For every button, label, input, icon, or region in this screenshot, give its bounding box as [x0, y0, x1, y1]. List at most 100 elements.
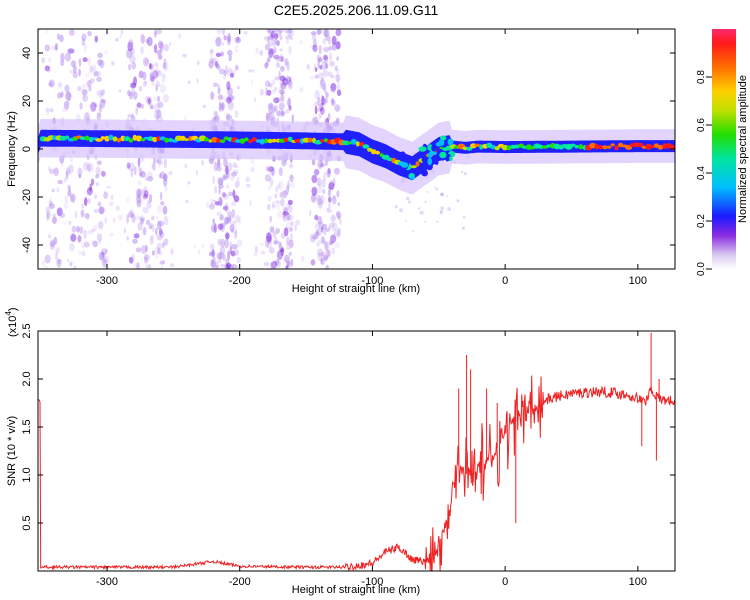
noise-speck: [155, 115, 159, 121]
noise-speck: [265, 87, 268, 96]
noise-speck: [90, 101, 97, 112]
ridge-core: [104, 135, 110, 142]
noise-speck: [144, 176, 149, 181]
noise-speck: [246, 183, 251, 188]
noise-speck: [209, 249, 212, 255]
noise-speck: [234, 230, 238, 239]
noise-speck: [214, 61, 219, 68]
noise-speck: [336, 190, 340, 198]
noise-speck: [155, 254, 158, 259]
noise-speck: [229, 241, 233, 248]
noise-speck: [268, 247, 275, 254]
noise-speck: [169, 41, 172, 47]
noise-speck: [147, 176, 154, 182]
noise-speck: [97, 201, 102, 207]
noise-speck: [270, 34, 275, 42]
noise-speck: [101, 255, 107, 264]
noise-speck: [142, 71, 147, 81]
noise-speck: [103, 255, 110, 265]
noise-speck: [323, 254, 328, 261]
noise-speck: [213, 57, 219, 67]
ridge-core: [239, 138, 246, 144]
noise-speck: [151, 224, 155, 233]
ridge-fragment: [440, 135, 447, 141]
noise-speck: [274, 259, 280, 266]
noise-speck: [223, 69, 227, 77]
noise-speck: [329, 240, 334, 246]
noise-speck: [271, 201, 276, 209]
ridge-core: [259, 138, 265, 145]
ridge-core: [386, 157, 393, 162]
noise-speck: [317, 252, 324, 262]
noise-speck: [209, 203, 215, 210]
noise-speck: [225, 165, 229, 175]
noise-speck: [82, 92, 86, 99]
noise-speck: [329, 238, 334, 245]
noise-speck: [309, 75, 315, 80]
noise-speck: [81, 38, 85, 46]
noise-speck: [71, 225, 77, 233]
noise-speck: [64, 84, 70, 93]
noise-speck: [144, 58, 149, 65]
noise-speck: [223, 157, 228, 168]
noise-speck: [156, 109, 162, 118]
noise-speck: [279, 32, 283, 41]
noise-speck: [335, 29, 342, 37]
ridge-core: [184, 138, 190, 142]
noise-speck: [142, 188, 147, 198]
noise-speck: [212, 255, 216, 262]
noise-speck: [68, 93, 72, 98]
noise-speck: [236, 176, 241, 181]
noise-speck: [435, 187, 439, 191]
noise-speck: [336, 210, 341, 217]
ridge-fragment: [427, 152, 432, 159]
noise-speck: [85, 214, 90, 221]
noise-speck: [267, 56, 271, 63]
noise-speck: [317, 215, 323, 225]
ridge-core: [283, 137, 289, 142]
noise-speck: [216, 29, 222, 35]
ridge-core: [59, 135, 67, 141]
noise-speck: [322, 239, 327, 245]
noise-speck: [419, 210, 424, 215]
noise-speck: [321, 179, 326, 188]
noise-speck: [236, 170, 239, 174]
noise-speck: [74, 210, 78, 219]
noise-speck: [147, 171, 153, 178]
noise-speck: [182, 53, 187, 58]
noise-speck: [218, 251, 225, 260]
noise-speck: [94, 103, 98, 108]
noise-speck: [141, 245, 147, 255]
noise-speck: [81, 33, 87, 42]
noise-speck: [424, 220, 427, 223]
noise-speck: [151, 233, 154, 240]
noise-speck: [157, 101, 164, 109]
noise-speck: [99, 90, 102, 98]
noise-speck: [323, 241, 330, 250]
noise-speck: [157, 220, 162, 231]
noise-speck: [329, 180, 334, 184]
noise-speck: [230, 175, 235, 182]
svg-text:(x104): (x104): [4, 307, 19, 337]
noise-speck: [222, 205, 229, 211]
noise-speck: [47, 68, 51, 73]
noise-speck: [406, 196, 410, 201]
noise-speck: [337, 215, 341, 221]
noise-speck: [273, 236, 278, 246]
noise-speck: [170, 248, 174, 255]
noise-speck: [245, 176, 251, 183]
noise-speck: [162, 93, 169, 103]
y-tick-label: 2.0: [21, 371, 33, 386]
noise-speck: [234, 180, 240, 188]
noise-speck: [322, 69, 329, 78]
noise-speck: [87, 56, 92, 67]
noise-speck: [49, 197, 52, 203]
noise-speck: [250, 158, 255, 164]
noise-speck: [83, 229, 87, 240]
noise-speck: [412, 230, 415, 233]
noise-speck: [214, 201, 220, 206]
noise-speck: [306, 63, 310, 70]
noise-speck: [96, 160, 102, 166]
noise-speck: [334, 104, 341, 112]
noise-speck: [52, 213, 57, 219]
